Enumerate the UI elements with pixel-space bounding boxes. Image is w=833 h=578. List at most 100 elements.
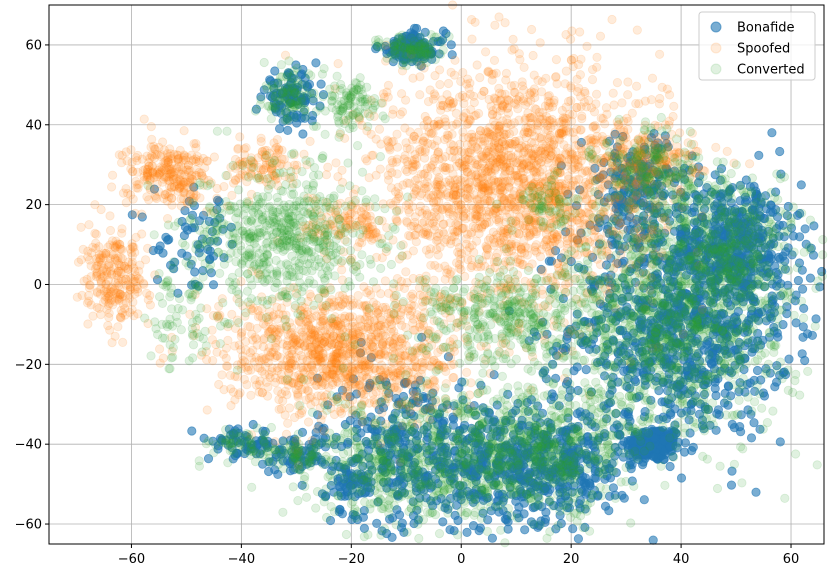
data-point [577,111,587,121]
data-point [595,31,606,41]
data-point [481,241,491,251]
data-point [488,106,498,116]
data-point [649,432,659,443]
data-point [404,207,414,217]
data-point [658,435,669,446]
series-bonafide [127,23,827,545]
data-point [523,97,533,107]
data-point [390,187,401,197]
data-point [506,150,516,160]
data-point [571,102,582,113]
data-point [752,365,763,376]
data-point [582,41,592,51]
data-point [426,162,436,172]
data-point [465,148,475,158]
data-point [647,73,658,83]
data-point [458,133,469,143]
data-point [155,241,165,251]
data-point [626,264,636,274]
data-point [782,211,793,221]
data-point [463,119,473,129]
data-point [545,147,556,157]
data-point [405,127,415,137]
data-point [467,34,477,44]
data-point [772,360,782,371]
data-point [187,426,197,436]
data-point [793,275,804,286]
data-point [744,159,755,169]
data-point [497,89,507,99]
data-point [572,74,582,85]
data-point [654,49,665,59]
data-point [454,92,465,102]
data-point [797,284,808,294]
data-point [333,58,343,69]
data-point [208,280,219,290]
data-point [382,87,392,97]
data-point [405,231,415,241]
data-point [500,99,510,109]
data-point [648,451,659,462]
data-point [477,90,487,101]
data-point [464,182,474,192]
data-point [311,58,321,68]
data-point [436,203,446,213]
data-point [596,113,606,123]
data-point [483,67,493,77]
data-point [775,437,785,447]
data-point [566,81,576,91]
data-point [283,125,293,135]
data-point [450,55,460,65]
data-point [590,225,600,235]
data-point [538,317,548,327]
data-point [492,214,502,225]
data-point [474,525,484,536]
data-point [401,138,411,148]
data-point [541,507,551,517]
data-point [609,100,619,110]
data-point [448,98,458,109]
data-point [391,157,401,167]
data-point [758,388,769,398]
data-point [568,524,578,534]
data-point [722,146,732,156]
data-point [668,451,678,462]
data-point [749,418,759,428]
data-point [441,235,451,245]
data-point [161,232,171,242]
data-point [316,79,326,89]
data-point [445,218,455,228]
data-point [746,433,757,443]
data-point [375,164,385,174]
data-point [372,518,382,529]
data-point [679,447,690,457]
data-point [751,487,761,497]
data-point [754,150,764,160]
data-point [767,128,777,138]
data-point [476,137,486,147]
data-point [576,125,586,135]
data-point [537,172,548,182]
data-point [420,132,430,143]
data-point [430,91,440,101]
data-point [513,104,523,114]
data-point [568,61,578,72]
data-point [573,534,584,544]
data-point [586,103,597,113]
data-point [456,248,467,259]
data-point [434,65,445,75]
data-point [627,476,637,486]
data-point [509,126,519,136]
data-point [587,75,598,85]
data-point [519,248,530,258]
data-point [465,89,475,99]
data-point [537,265,548,275]
data-point [766,249,777,260]
data-point [558,293,568,304]
data-point [800,224,810,234]
data-point [619,493,629,503]
data-point [578,181,588,191]
data-point [576,92,586,102]
data-point [805,273,816,283]
